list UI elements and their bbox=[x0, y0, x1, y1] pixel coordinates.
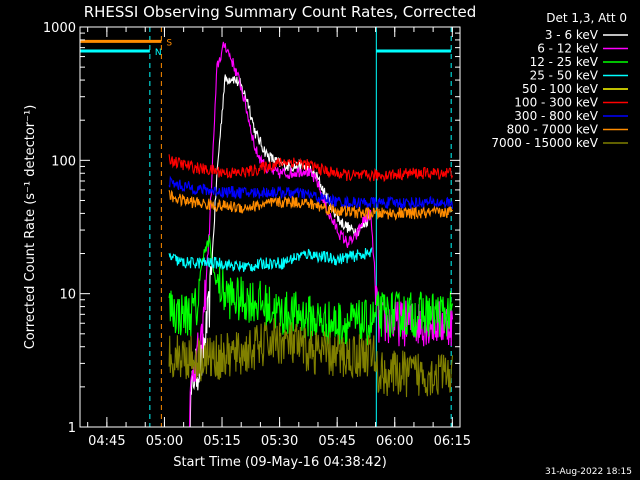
x-tick-label-2: 05:15 bbox=[203, 434, 240, 449]
axis-ticks: 1 10 100 1000 04:45 05:00 05:15 05:30 05:45 06:00… bbox=[43, 21, 471, 449]
x-tick-label-0: 04:45 bbox=[88, 434, 125, 449]
series-7-trace bbox=[168, 189, 453, 221]
legend-entry-2: 12 - 25 keV bbox=[530, 55, 599, 69]
chart-title: RHESSI Observing Summary Count Rates, Co… bbox=[84, 3, 477, 21]
y-tick-label-2: 100 bbox=[51, 154, 76, 169]
legend-entry-8: 7000 - 15000 keV bbox=[491, 136, 598, 150]
x-tick-label-1: 05:00 bbox=[146, 434, 183, 449]
y-tick-label-1: 10 bbox=[59, 288, 76, 303]
legend-entry-0: 3 - 6 keV bbox=[545, 28, 599, 42]
series-1-trace bbox=[186, 41, 454, 428]
state-bar-label-0: S bbox=[166, 38, 172, 48]
series-3-line bbox=[168, 247, 373, 273]
series-3-trace bbox=[168, 247, 373, 273]
legend-entry-6: 300 - 800 keV bbox=[514, 109, 598, 123]
series-8-trace bbox=[168, 318, 454, 398]
series-1-line bbox=[186, 41, 454, 428]
y-tick-label-3: 1000 bbox=[43, 21, 76, 36]
series-5-trace bbox=[168, 154, 454, 183]
state-bar-label-1: N bbox=[155, 48, 162, 58]
x-tick-label-4: 05:45 bbox=[318, 434, 355, 449]
legend-entry-1: 6 - 12 keV bbox=[537, 42, 599, 56]
y-axis-label: Corrected Count Rate (s⁻¹ detector⁻¹) bbox=[23, 105, 38, 350]
plot-frame bbox=[79, 26, 461, 428]
x-tick-label-6: 06:15 bbox=[434, 434, 471, 449]
legend-entry-5: 100 - 300 keV bbox=[514, 96, 598, 110]
series-6-trace bbox=[168, 175, 454, 211]
y-tick-label-0: 1 bbox=[68, 421, 76, 436]
footer-date: 31-Aug-2022 18:15 bbox=[545, 467, 632, 477]
legend-title: Det 1,3, Att 0 bbox=[546, 11, 627, 25]
legend-entry-3: 25 - 50 keV bbox=[530, 69, 599, 83]
legend-entry-7: 800 - 7000 keV bbox=[507, 123, 599, 137]
x-axis-label: Start Time (09-May-16 04:38:42) bbox=[173, 455, 387, 470]
series-5-line bbox=[168, 154, 454, 183]
series-7-line bbox=[168, 189, 453, 221]
series-6-line bbox=[168, 175, 454, 211]
series-8-line bbox=[168, 318, 454, 398]
x-tick-label-5: 06:00 bbox=[376, 434, 413, 449]
series-2-line bbox=[168, 235, 454, 347]
series-2-trace bbox=[168, 235, 454, 347]
legend-entry-4: 50 - 100 keV bbox=[522, 82, 599, 96]
x-tick-label-3: 05:30 bbox=[261, 434, 298, 449]
